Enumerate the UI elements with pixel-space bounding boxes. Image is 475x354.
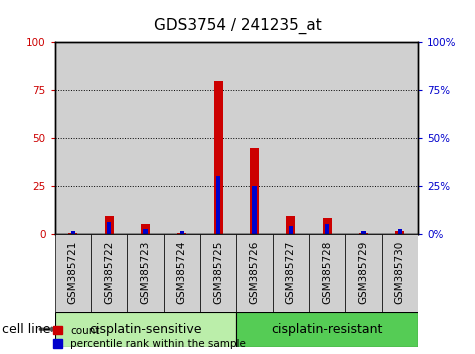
Text: cisplatin-resistant: cisplatin-resistant <box>272 323 383 336</box>
FancyBboxPatch shape <box>55 312 237 347</box>
Text: GDS3754 / 241235_at: GDS3754 / 241235_at <box>153 18 322 34</box>
Text: GSM385730: GSM385730 <box>395 241 405 304</box>
Bar <box>127 42 163 234</box>
FancyBboxPatch shape <box>55 234 91 312</box>
Text: GSM385724: GSM385724 <box>177 241 187 304</box>
Text: cell line: cell line <box>2 323 51 336</box>
Bar <box>381 42 418 234</box>
Bar <box>250 148 259 234</box>
Bar <box>252 186 256 234</box>
Bar <box>104 216 114 234</box>
FancyBboxPatch shape <box>381 234 418 312</box>
FancyBboxPatch shape <box>163 234 200 312</box>
Bar <box>68 233 77 234</box>
Bar <box>214 81 223 234</box>
Bar <box>286 216 295 234</box>
FancyBboxPatch shape <box>273 234 309 312</box>
Bar <box>71 231 75 234</box>
Text: GSM385728: GSM385728 <box>322 241 332 304</box>
Text: GSM385727: GSM385727 <box>286 241 296 304</box>
Bar <box>345 42 381 234</box>
Bar <box>55 42 91 234</box>
Text: GSM385723: GSM385723 <box>141 241 151 304</box>
Bar <box>273 42 309 234</box>
FancyBboxPatch shape <box>127 234 163 312</box>
Bar <box>107 222 111 234</box>
Bar <box>200 42 236 234</box>
Bar <box>395 231 404 234</box>
FancyBboxPatch shape <box>345 234 381 312</box>
FancyBboxPatch shape <box>237 234 273 312</box>
Text: GSM385726: GSM385726 <box>249 241 259 304</box>
Bar <box>325 224 329 234</box>
Bar <box>143 229 148 234</box>
Text: GSM385725: GSM385725 <box>213 241 223 304</box>
Bar <box>361 231 366 234</box>
Legend: count, percentile rank within the sample: count, percentile rank within the sample <box>53 326 247 349</box>
Text: GSM385721: GSM385721 <box>68 241 78 304</box>
Bar <box>180 231 184 234</box>
Bar <box>323 218 332 234</box>
Bar <box>177 233 186 234</box>
Bar <box>141 224 150 234</box>
Bar <box>289 226 293 234</box>
FancyBboxPatch shape <box>200 234 237 312</box>
Bar <box>236 42 273 234</box>
FancyBboxPatch shape <box>309 234 345 312</box>
Bar <box>359 233 368 234</box>
Bar <box>216 176 220 234</box>
FancyBboxPatch shape <box>91 234 127 312</box>
Bar <box>163 42 200 234</box>
FancyBboxPatch shape <box>237 312 418 347</box>
Text: GSM385722: GSM385722 <box>104 241 114 304</box>
Text: cisplatin-sensitive: cisplatin-sensitive <box>89 323 202 336</box>
Bar <box>398 229 402 234</box>
Bar <box>91 42 127 234</box>
Text: GSM385729: GSM385729 <box>359 241 369 304</box>
Bar <box>309 42 345 234</box>
